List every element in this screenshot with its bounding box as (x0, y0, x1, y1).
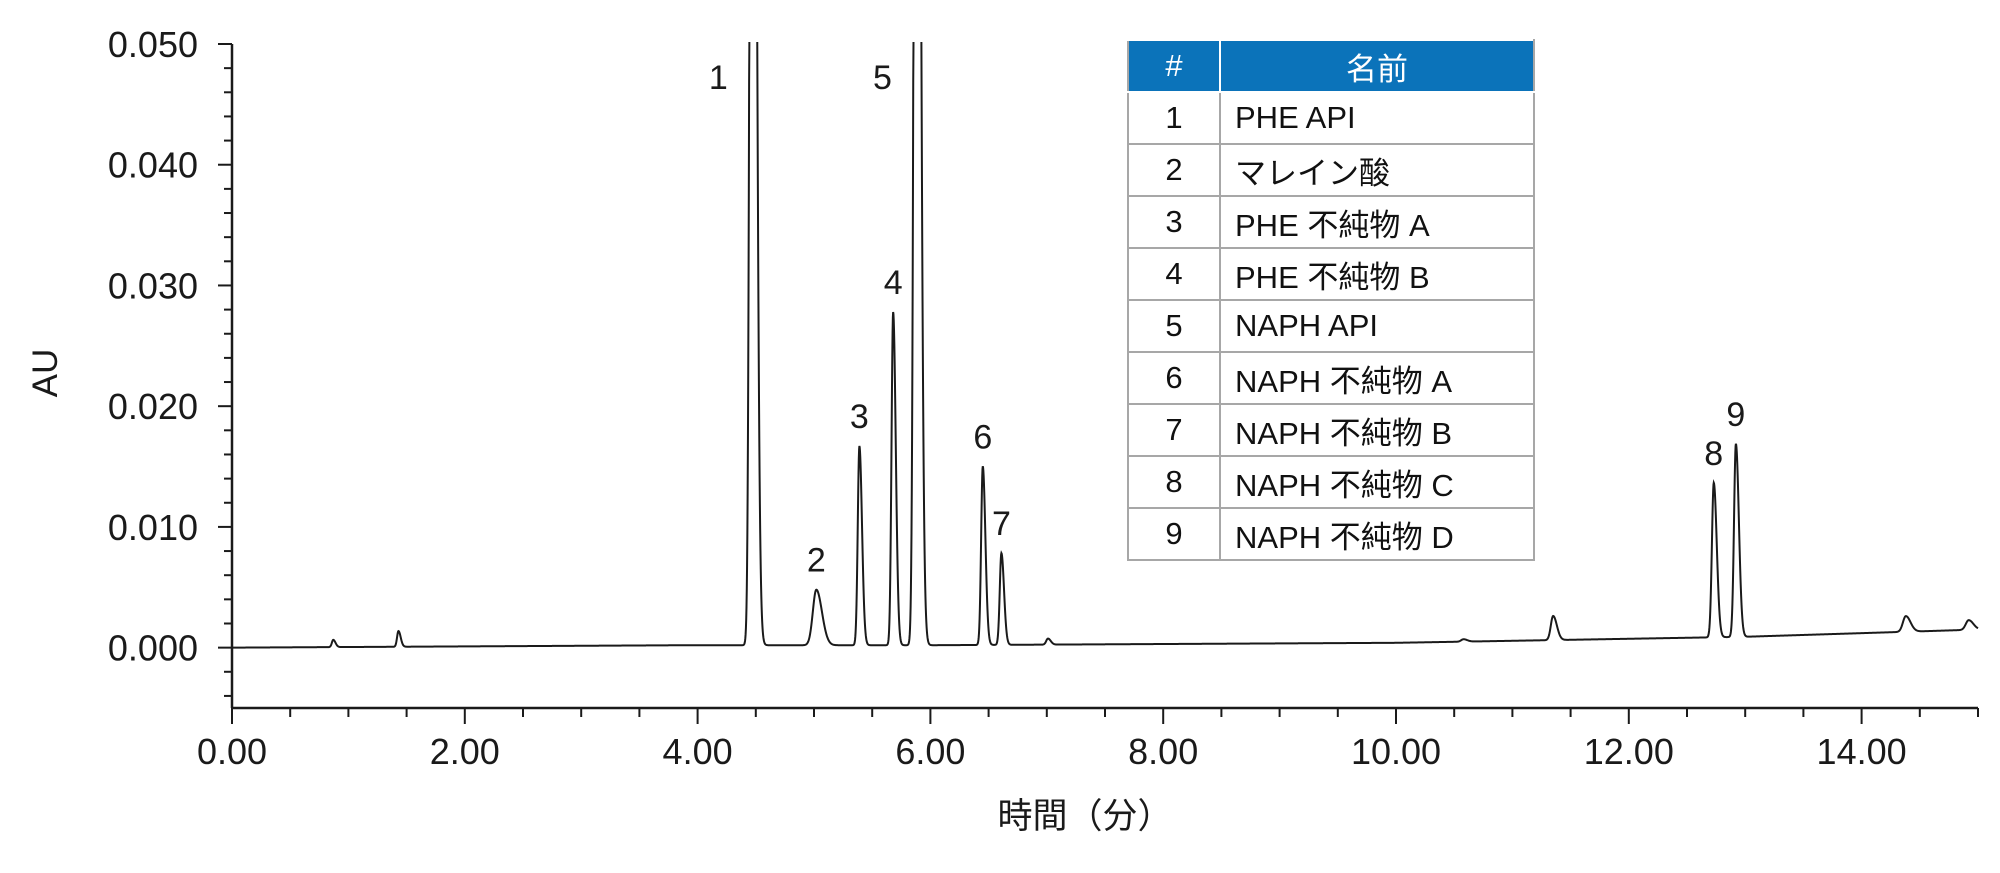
row-name: PHE API (1219, 91, 1535, 145)
x-tick-label: 10.00 (1351, 731, 1441, 772)
axes: 0.000 0.010 0.020 0.030 0.040 0.050 0.00 2.00 4.… (108, 24, 1979, 772)
y-tick-label: 0.050 (108, 24, 198, 65)
row-name: NAPH 不純物 C (1219, 455, 1535, 509)
peak-label-4: 4 (884, 264, 903, 302)
peak-label-9: 9 (1726, 396, 1745, 434)
x-tick-label: 0.00 (197, 731, 267, 772)
row-name: NAPH 不純物 D (1219, 507, 1535, 561)
row-name: PHE 不純物 B (1219, 247, 1535, 301)
y-tick-label: 0.000 (108, 628, 198, 669)
row-name: PHE 不純物 A (1219, 195, 1535, 249)
y-axis-title: AU (26, 349, 65, 398)
row-name: NAPH 不純物 B (1219, 403, 1535, 457)
table-row: 9 NAPH 不純物 D (1127, 507, 1535, 561)
row-number: 9 (1127, 507, 1221, 561)
peak-label-1: 1 (709, 59, 728, 97)
row-number: 7 (1127, 403, 1221, 457)
peak-label-6: 6 (973, 418, 992, 456)
row-number: 1 (1127, 91, 1221, 145)
table-row: 5 NAPH API (1127, 299, 1535, 353)
compound-table: # 名前 1 PHE API 2 マレイン酸 3 PHE 不純物 A 4 PHE 不純物… (1127, 39, 1535, 561)
x-tick-label: 4.00 (663, 731, 733, 772)
row-name: マレイン酸 (1219, 143, 1535, 197)
row-number: 4 (1127, 247, 1221, 301)
x-tick-label: 14.00 (1817, 731, 1907, 772)
row-number: 8 (1127, 455, 1221, 509)
x-tick-label: 12.00 (1584, 731, 1674, 772)
table-row: 1 PHE API (1127, 91, 1535, 145)
x-tick-label: 2.00 (430, 731, 500, 772)
table-header-row: # 名前 (1127, 39, 1535, 93)
row-name: NAPH API (1219, 299, 1535, 353)
header-name: 名前 (1219, 39, 1535, 93)
header-number: # (1127, 39, 1221, 93)
table-row: 3 PHE 不純物 A (1127, 195, 1535, 249)
x-tick-label: 6.00 (895, 731, 965, 772)
x-axis-title: 時間（分） (997, 797, 1172, 836)
table-row: 6 NAPH 不純物 A (1127, 351, 1535, 405)
chromatogram-trace (232, 42, 1979, 649)
y-tick-label: 0.010 (108, 507, 198, 548)
row-name: NAPH 不純物 A (1219, 351, 1535, 405)
y-tick-label: 0.030 (108, 265, 198, 306)
peak-label-2: 2 (807, 542, 826, 580)
row-number: 5 (1127, 299, 1221, 353)
peak-label-3: 3 (850, 398, 869, 436)
trace-group (232, 42, 1979, 649)
peak-label-8: 8 (1704, 435, 1723, 473)
row-number: 3 (1127, 195, 1221, 249)
row-number: 2 (1127, 143, 1221, 197)
y-tick-label: 0.040 (108, 145, 198, 186)
table-row: 8 NAPH 不純物 C (1127, 455, 1535, 509)
x-tick-label: 8.00 (1128, 731, 1198, 772)
table-row: 7 NAPH 不純物 B (1127, 403, 1535, 457)
row-number: 6 (1127, 351, 1221, 405)
peak-label-7: 7 (992, 505, 1011, 543)
y-tick-label: 0.020 (108, 386, 198, 427)
table-row: 2 マレイン酸 (1127, 143, 1535, 197)
table-row: 4 PHE 不純物 B (1127, 247, 1535, 301)
peak-label-5: 5 (873, 59, 892, 97)
